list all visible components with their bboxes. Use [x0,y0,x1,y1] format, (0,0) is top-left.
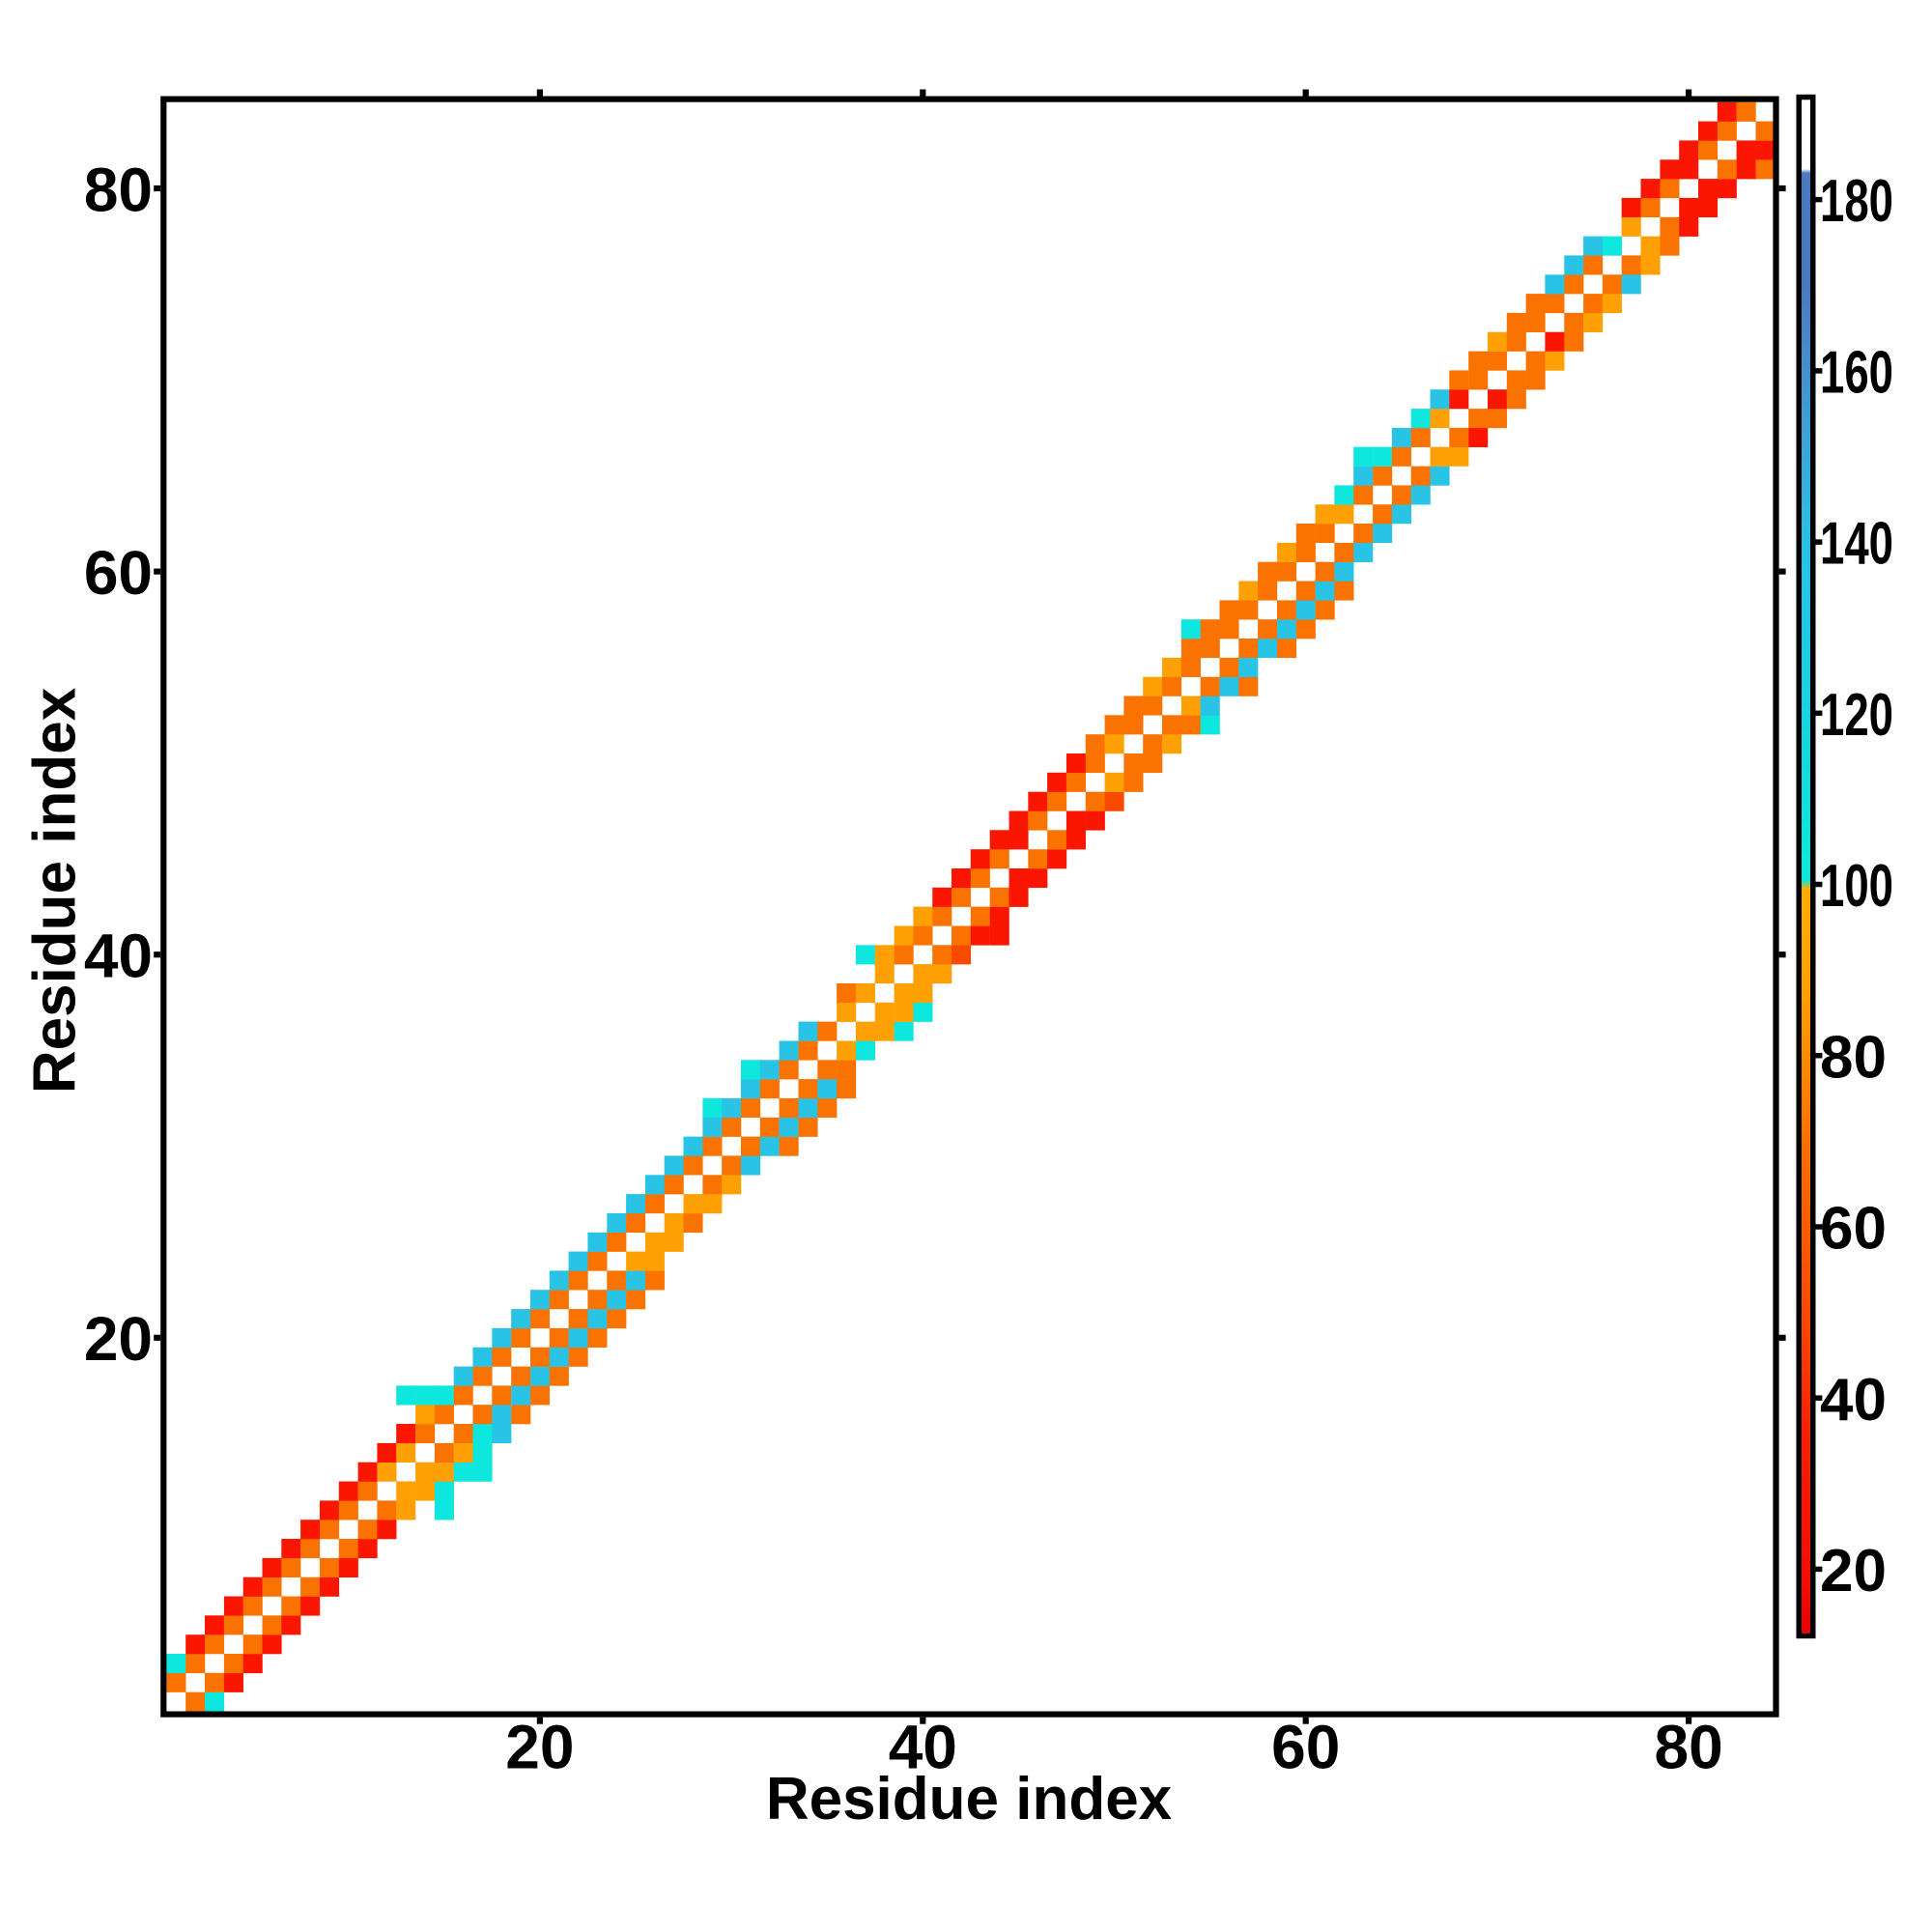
svg-text:60: 60 [1820,1196,1887,1263]
svg-text:40: 40 [84,922,153,991]
svg-text:160: 160 [1820,340,1893,407]
svg-text:80: 80 [1655,1713,1723,1782]
svg-text:60: 60 [1271,1713,1340,1782]
svg-text:180: 180 [1820,168,1893,235]
svg-text:20: 20 [1820,1538,1887,1605]
svg-text:40: 40 [1820,1367,1887,1434]
svg-text:Residue index: Residue index [766,1766,1173,1833]
svg-text:Residue index: Residue index [22,687,89,1094]
svg-text:80: 80 [84,155,153,224]
svg-text:20: 20 [84,1304,153,1374]
svg-text:40: 40 [889,1713,957,1782]
svg-text:20: 20 [505,1713,574,1782]
svg-text:60: 60 [84,538,153,608]
svg-text:120: 120 [1820,682,1893,749]
svg-text:140: 140 [1820,511,1893,578]
svg-text:100: 100 [1820,853,1893,920]
svg-text:80: 80 [1820,1024,1887,1091]
